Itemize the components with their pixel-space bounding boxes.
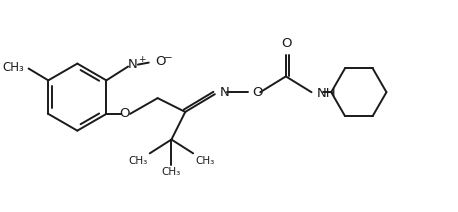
Text: +: + bbox=[138, 55, 146, 64]
Text: CH₃: CH₃ bbox=[129, 156, 148, 166]
Text: CH₃: CH₃ bbox=[3, 61, 25, 74]
Text: N: N bbox=[220, 86, 229, 99]
Text: O: O bbox=[156, 55, 166, 68]
Text: CH₃: CH₃ bbox=[162, 167, 181, 177]
Text: O: O bbox=[252, 86, 263, 99]
Text: O: O bbox=[119, 107, 129, 120]
Text: O: O bbox=[282, 37, 292, 50]
Text: −: − bbox=[164, 53, 172, 63]
Text: N: N bbox=[128, 58, 138, 71]
Text: NH: NH bbox=[316, 87, 336, 100]
Text: CH₃: CH₃ bbox=[195, 156, 214, 166]
